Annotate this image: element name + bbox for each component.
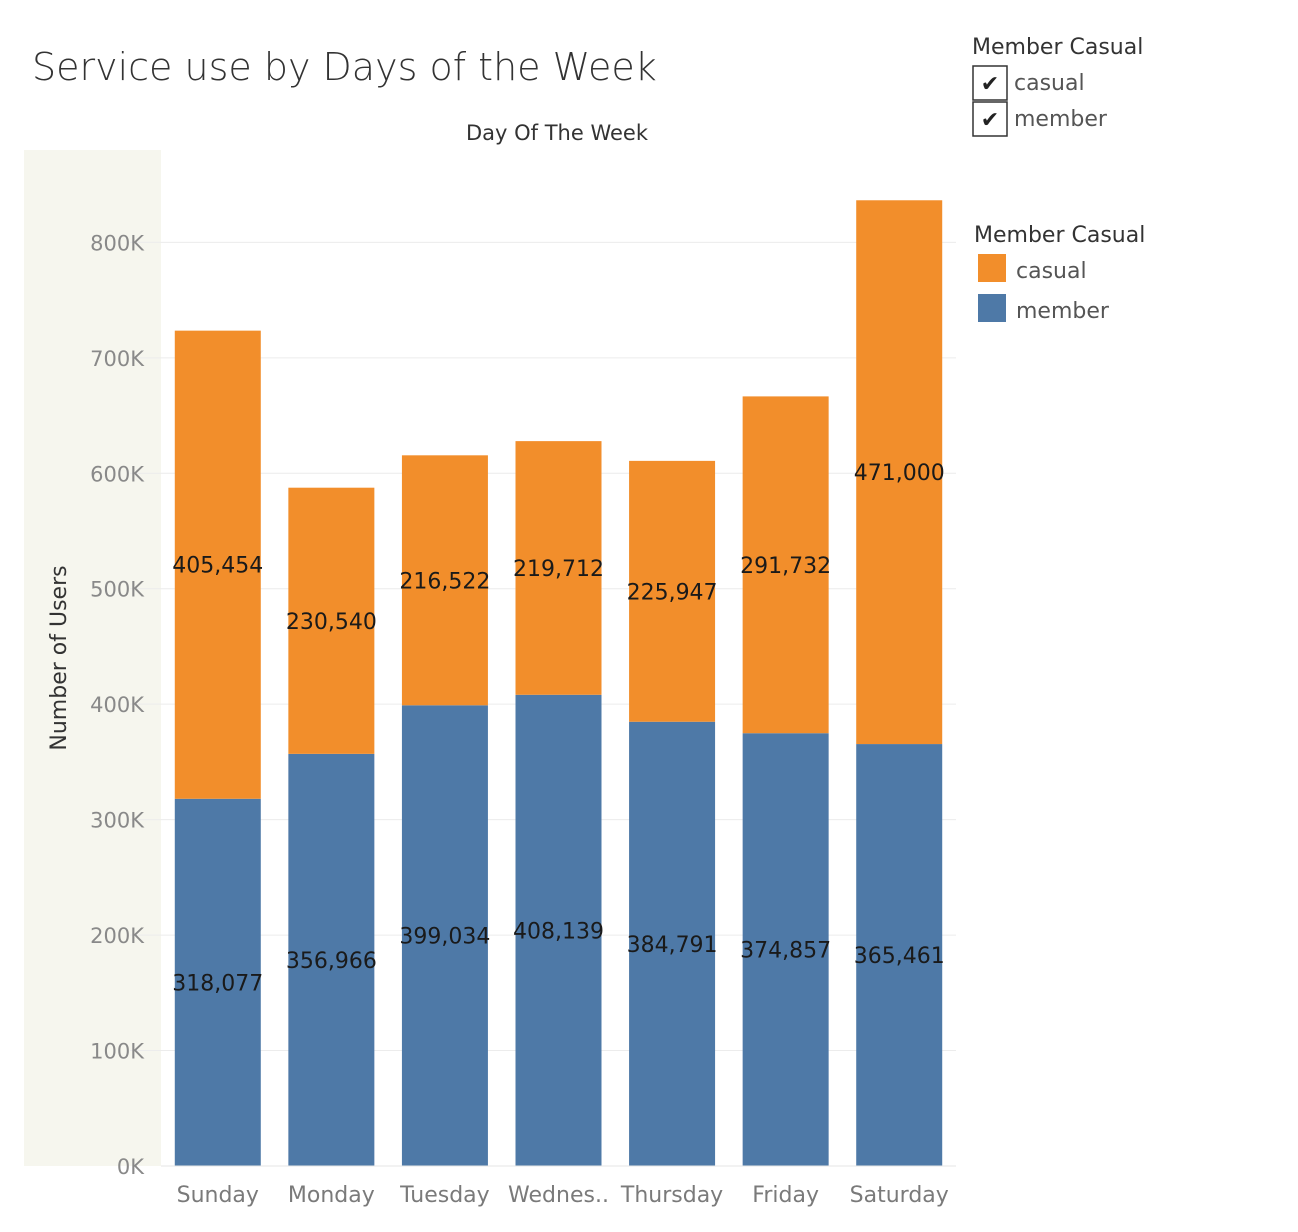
bar-member-friday[interactable] (742, 733, 829, 1166)
x-tick-label: Wednes.. (508, 1183, 609, 1208)
data-label-member: 356,966 (286, 949, 377, 974)
x-axis-ticks: Sunday Monday Tuesday Wednes.. Thursday Frida… (177, 1183, 949, 1208)
y-axis-band (24, 150, 161, 1166)
filter-option-label: casual (1014, 71, 1085, 96)
filter-title: Member Casual (972, 35, 1143, 60)
checkbox-casual[interactable] (972, 65, 1008, 101)
data-label-casual: 405,454 (172, 554, 263, 579)
data-label-member: 365,461 (854, 944, 945, 969)
bar-member-sunday[interactable] (174, 798, 261, 1166)
data-label-casual: 225,947 (627, 580, 718, 605)
y-tick-label: 0K (117, 1155, 145, 1179)
data-label-member: 408,139 (513, 919, 604, 944)
bar-member-tuesday[interactable] (401, 705, 488, 1166)
y-tick-label: 800K (90, 231, 145, 255)
bars (174, 200, 943, 1166)
bar-member-monday[interactable] (288, 753, 375, 1166)
x-tick-label: Sunday (177, 1183, 259, 1208)
bar-casual-sunday[interactable] (174, 330, 261, 799)
y-tick-label: 300K (90, 809, 145, 833)
x-tick-label: Friday (752, 1183, 819, 1208)
legend-item-member[interactable]: member (978, 294, 1110, 324)
bar-casual-monday[interactable] (288, 487, 375, 754)
y-axis-title: Number of Users (47, 565, 72, 750)
x-tick-label: Saturday (850, 1183, 949, 1208)
x-tick-label: Tuesday (399, 1183, 490, 1208)
filter-option-label: member (1014, 107, 1108, 132)
filter-panel: Member Casual ✔ casual ✔ member (972, 35, 1143, 137)
legend-title: Member Casual (974, 223, 1145, 248)
checkbox-member[interactable] (972, 101, 1008, 137)
data-label-member: 318,077 (172, 971, 263, 996)
data-label-casual: 471,000 (854, 461, 945, 486)
y-tick-label: 200K (90, 924, 145, 948)
bar-casual-wednes[interactable] (515, 441, 602, 695)
x-tick-label: Thursday (620, 1183, 723, 1208)
data-label-member: 384,791 (627, 933, 718, 958)
y-tick-label: 700K (90, 347, 145, 371)
bar-casual-friday[interactable] (742, 396, 829, 734)
check-icon: ✔ (981, 72, 999, 97)
filter-option-member[interactable]: ✔ member (972, 101, 1108, 137)
bar-member-wednes[interactable] (515, 694, 602, 1166)
legend-label: casual (1016, 259, 1087, 284)
data-label-member: 374,857 (740, 939, 831, 964)
data-label-casual: 219,712 (513, 557, 604, 582)
check-icon: ✔ (981, 108, 999, 133)
filter-option-casual[interactable]: ✔ casual (972, 65, 1085, 101)
bar-member-thursday[interactable] (629, 721, 716, 1166)
color-legend: Member Casual casual member (974, 223, 1145, 324)
legend-swatch-casual (978, 254, 1006, 282)
bar-casual-thursday[interactable] (629, 460, 716, 722)
x-axis-title: Day Of The Week (466, 121, 649, 145)
bar-casual-saturday[interactable] (856, 200, 943, 745)
data-label-casual: 291,732 (740, 554, 831, 579)
bar-member-saturday[interactable] (856, 744, 943, 1166)
y-tick-label: 400K (90, 693, 145, 717)
y-tick-label: 500K (90, 578, 145, 602)
y-axis-ticks: 0K 100K 200K 300K 400K 500K 600K 700K 800K (90, 231, 145, 1179)
y-tick-label: 600K (90, 462, 145, 486)
legend-label: member (1016, 299, 1110, 324)
chart-title: Service use by Days of the Week (32, 45, 657, 89)
bar-casual-tuesday[interactable] (401, 455, 488, 706)
data-labels: 318,077 405,454 356,966 230,540 399,034 216,5… (172, 461, 944, 996)
x-tick-label: Monday (288, 1183, 375, 1208)
data-label-casual: 216,522 (399, 569, 490, 594)
data-label-casual: 230,540 (286, 610, 377, 635)
legend-item-casual[interactable]: casual (978, 254, 1087, 284)
data-label-member: 399,034 (399, 925, 490, 950)
legend-swatch-member (978, 294, 1006, 322)
y-tick-label: 100K (90, 1040, 145, 1064)
